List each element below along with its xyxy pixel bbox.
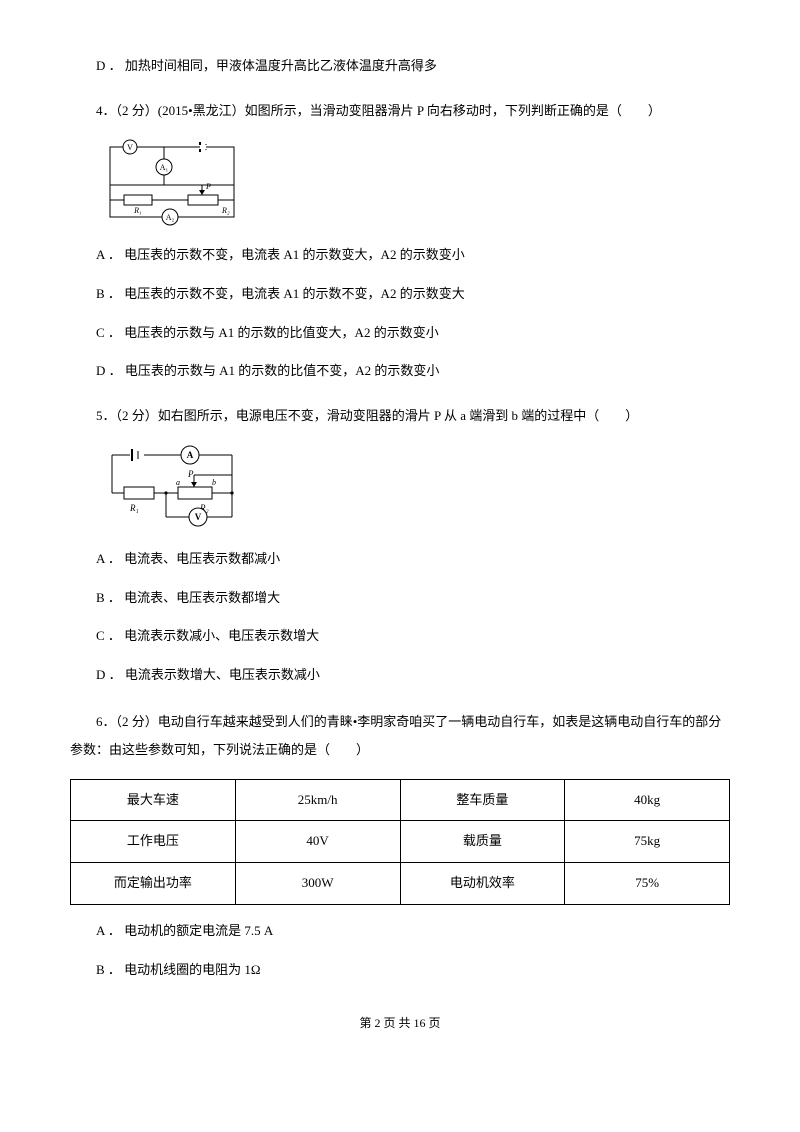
- cell: 整车质量: [400, 779, 565, 821]
- q5-option-c: C ． 电流表示数减小、电压表示数增大: [70, 624, 730, 649]
- svg-text:b: b: [212, 478, 216, 487]
- page-footer: 第 2 页 共 16 页: [70, 1012, 730, 1035]
- svg-text:V: V: [195, 512, 202, 522]
- svg-text:V: V: [127, 143, 133, 152]
- q6-option-b: B ． 电动机线圈的电阻为 1Ω: [70, 958, 730, 983]
- cell: 电动机效率: [400, 863, 565, 905]
- cell: 40kg: [565, 779, 730, 821]
- q4-option-b: B ． 电压表的示数不变，电流表 A1 的示数不变，A2 的示数变大: [70, 282, 730, 307]
- svg-text:A: A: [187, 450, 194, 460]
- page-content: D ． 加热时间相同，甲液体温度升高比乙液体温度升高得多 4．（2 分）(201…: [0, 0, 800, 1055]
- prev-option-d: D ． 加热时间相同，甲液体温度升高比乙液体温度升高得多: [70, 54, 730, 79]
- cell: 75kg: [565, 821, 730, 863]
- q4-stem: 4．（2 分）(2015•黑龙江）如图所示，当滑动变阻器滑片 P 向右移动时，下…: [70, 99, 730, 124]
- q5-option-d: D ． 电流表示数增大、电压表示数减小: [70, 663, 730, 688]
- table-row: 最大车速 25km/h 整车质量 40kg: [71, 779, 730, 821]
- cell: 工作电压: [71, 821, 236, 863]
- q4-option-d: D ． 电压表的示数与 A1 的示数的比值不变，A2 的示数变小: [70, 359, 730, 384]
- svg-text:R₁: R₁: [129, 503, 139, 513]
- cell: 75%: [565, 863, 730, 905]
- cell: 300W: [235, 863, 400, 905]
- q4-option-c: C ． 电压表的示数与 A1 的示数的比值变大，A2 的示数变小: [70, 321, 730, 346]
- cell: 最大车速: [71, 779, 236, 821]
- q6-stem: 6．（2 分）电动自行车越来越受到人们的青睐•李明家奇咱买了一辆电动自行车，如表…: [70, 708, 730, 765]
- svg-text:a: a: [176, 478, 180, 487]
- svg-text:R₁: R₁: [133, 206, 142, 215]
- q5-circuit-diagram: AR₁R₂abPV: [102, 443, 730, 533]
- cell: 40V: [235, 821, 400, 863]
- q4-option-a: A ． 电压表的示数不变，电流表 A1 的示数变大，A2 的示数变小: [70, 243, 730, 268]
- svg-text:A₂: A₂: [166, 213, 175, 222]
- table-row: 而定输出功率 300W 电动机效率 75%: [71, 863, 730, 905]
- q6-option-a: A ． 电动机的额定电流是 7.5 A: [70, 919, 730, 944]
- q5-option-a: A ． 电流表、电压表示数都减小: [70, 547, 730, 572]
- svg-text:P: P: [205, 182, 211, 191]
- cell: 而定输出功率: [71, 863, 236, 905]
- svg-text:R₂: R₂: [221, 206, 230, 215]
- q4-circuit-diagram: V A₁ R₁ R₂ P A₂: [102, 137, 730, 229]
- table-row: 工作电压 40V 载质量 75kg: [71, 821, 730, 863]
- q6-parameter-table: 最大车速 25km/h 整车质量 40kg 工作电压 40V 载质量 75kg …: [70, 779, 730, 905]
- q5-stem: 5．（2 分）如右图所示，电源电压不变，滑动变阻器的滑片 P 从 a 端滑到 b…: [70, 404, 730, 429]
- q5-option-b: B ． 电流表、电压表示数都增大: [70, 586, 730, 611]
- svg-text:A₁: A₁: [160, 163, 169, 172]
- svg-text:P: P: [187, 469, 194, 479]
- cell: 25km/h: [235, 779, 400, 821]
- cell: 载质量: [400, 821, 565, 863]
